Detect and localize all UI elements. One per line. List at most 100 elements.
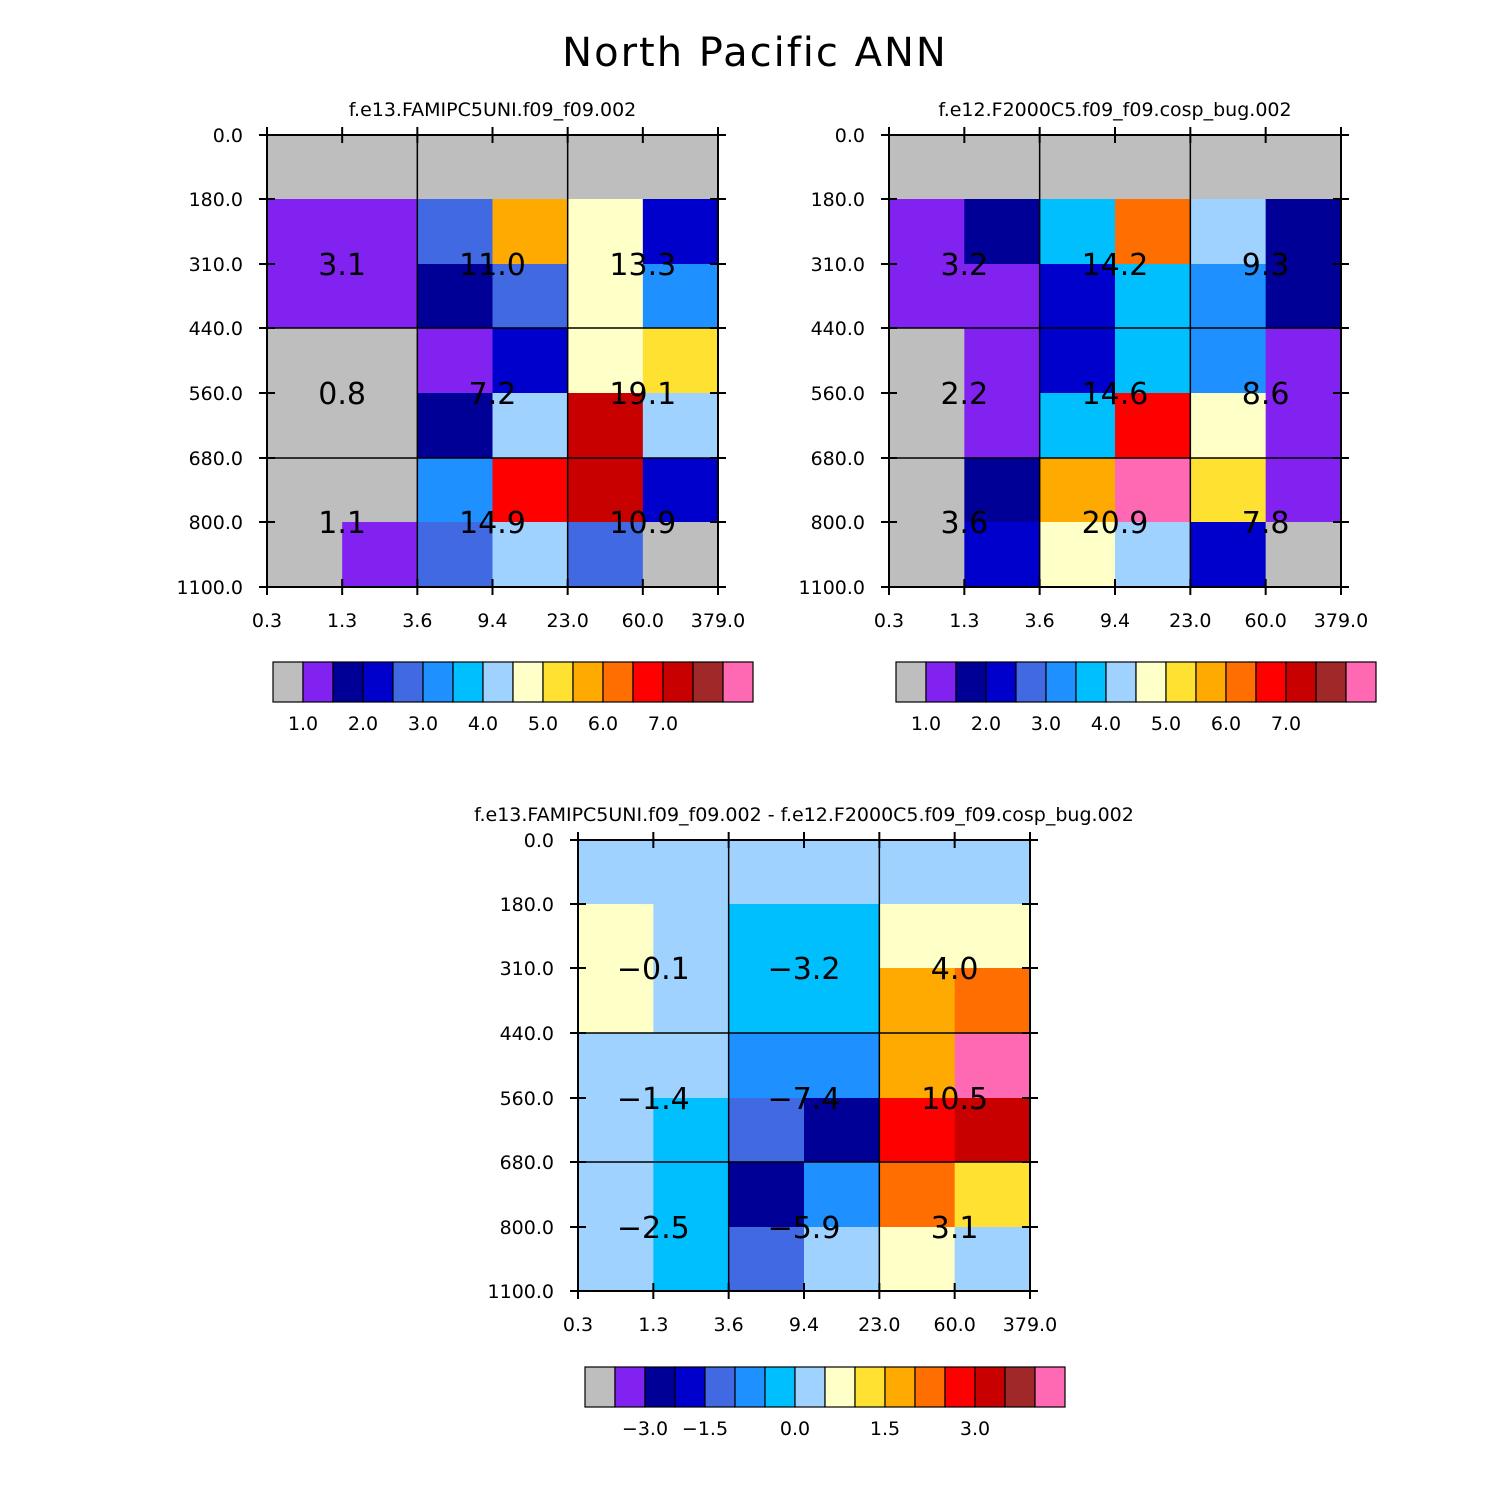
heatmap-cell bbox=[728, 904, 805, 969]
x-tick-label: 23.0 bbox=[1169, 610, 1211, 632]
data-label: 10.9 bbox=[609, 506, 676, 541]
colorbar-box bbox=[1315, 661, 1347, 703]
y-tick-label: 680.0 bbox=[500, 1152, 554, 1174]
x-tick-label: 0.3 bbox=[563, 1314, 593, 1336]
heatmap-cell bbox=[1265, 458, 1342, 523]
heatmap-cell bbox=[342, 393, 418, 459]
colorbar-box bbox=[602, 661, 634, 703]
colorbar-label: −3.0 bbox=[622, 1418, 668, 1440]
y-tick-label: 1100.0 bbox=[488, 1281, 554, 1303]
x-tick-label: 0.3 bbox=[252, 610, 282, 632]
colorbar-box bbox=[482, 661, 514, 703]
data-label: −3.2 bbox=[768, 952, 841, 987]
heatmap-cell bbox=[804, 1098, 880, 1163]
heatmap-cell bbox=[342, 522, 418, 588]
heatmap-cell bbox=[1115, 328, 1191, 394]
data-label: 7.8 bbox=[1242, 506, 1290, 541]
heatmap-cell bbox=[728, 840, 805, 905]
data-label: −0.1 bbox=[617, 952, 690, 987]
heatmap-cell bbox=[954, 840, 1031, 905]
heatmap-cell bbox=[728, 1033, 805, 1099]
x-tick-label: 60.0 bbox=[1245, 610, 1287, 632]
heatmap-cell bbox=[1115, 393, 1191, 459]
colorbar-box bbox=[614, 1366, 646, 1408]
heatmap-cell bbox=[492, 199, 569, 265]
heatmap-cell bbox=[889, 328, 965, 394]
y-tick-label: 1100.0 bbox=[799, 577, 865, 599]
panel-title: f.e13.FAMIPC5UNI.f09_f09.002 bbox=[349, 99, 637, 121]
heatmap-cell bbox=[567, 458, 644, 523]
heatmap-cell bbox=[879, 1098, 956, 1163]
heatmap-cell bbox=[879, 840, 956, 905]
heatmap-cell bbox=[492, 393, 569, 459]
colorbar-box bbox=[944, 1366, 976, 1408]
heatmap-cell bbox=[1039, 199, 1116, 265]
heatmap-cell bbox=[1039, 328, 1116, 394]
y-tick-label: 560.0 bbox=[189, 383, 243, 405]
colorbar-label: 7.0 bbox=[648, 713, 678, 735]
heatmap-cell bbox=[964, 328, 1041, 394]
heatmap-cell bbox=[964, 135, 1041, 200]
y-tick-label: 440.0 bbox=[189, 318, 243, 340]
heatmap-cell bbox=[954, 1033, 1031, 1099]
x-tick-label: 3.6 bbox=[714, 1314, 744, 1336]
y-tick-label: 560.0 bbox=[811, 383, 865, 405]
heatmap-cell bbox=[964, 522, 1041, 588]
main-title: North Pacific ANN bbox=[562, 30, 948, 76]
heatmap-cell bbox=[578, 1033, 654, 1099]
heatmap-cell bbox=[1115, 264, 1191, 329]
y-tick-label: 440.0 bbox=[811, 318, 865, 340]
colorbar-box bbox=[332, 661, 364, 703]
colorbar-label: 6.0 bbox=[1211, 713, 1241, 735]
colorbar-label: 1.0 bbox=[911, 713, 941, 735]
heatmap-cell bbox=[642, 264, 719, 329]
heatmap-cell bbox=[1190, 328, 1267, 394]
colorbar-box bbox=[272, 661, 304, 703]
heatmap-cell bbox=[653, 968, 730, 1034]
data-label: 3.6 bbox=[940, 506, 988, 541]
colorbar-box bbox=[914, 1366, 946, 1408]
x-tick-label: 1.3 bbox=[949, 610, 979, 632]
heatmap-cell bbox=[1190, 135, 1267, 200]
data-label: 11.0 bbox=[459, 248, 526, 283]
heatmap-cell bbox=[1039, 264, 1116, 329]
colorbar-box bbox=[542, 661, 574, 703]
data-label: 8.6 bbox=[1242, 377, 1290, 412]
heatmap-cell bbox=[1265, 522, 1342, 588]
heatmap-cell bbox=[1039, 522, 1116, 588]
heatmap-cell bbox=[728, 968, 805, 1034]
colorbar-box bbox=[1225, 661, 1257, 703]
data-label: 19.1 bbox=[609, 377, 676, 412]
heatmap-cell bbox=[417, 522, 494, 588]
heatmap-cell bbox=[342, 199, 418, 265]
data-label: 3.1 bbox=[318, 248, 366, 283]
y-tick-label: 560.0 bbox=[500, 1088, 554, 1110]
colorbar-box bbox=[722, 661, 754, 703]
colorbar-box bbox=[584, 1366, 616, 1408]
heatmap-cell bbox=[653, 904, 730, 969]
data-label: 1.1 bbox=[318, 506, 366, 541]
x-tick-label: 23.0 bbox=[547, 610, 589, 632]
colorbar-box bbox=[1004, 1366, 1036, 1408]
heatmap-cell bbox=[889, 522, 965, 588]
colorbar-box bbox=[1285, 661, 1317, 703]
colorbar-box bbox=[512, 661, 544, 703]
y-tick-label: 310.0 bbox=[811, 254, 865, 276]
heatmap-cell bbox=[267, 328, 343, 394]
colorbar-box bbox=[1045, 661, 1077, 703]
heatmap-cell bbox=[578, 840, 654, 905]
heatmap-cell bbox=[1115, 458, 1191, 523]
heatmap-cell bbox=[492, 522, 569, 588]
heatmap-cell bbox=[1190, 199, 1267, 265]
colorbar-label: 1.0 bbox=[288, 713, 318, 735]
heatmap-cell bbox=[642, 522, 719, 588]
x-tick-label: 60.0 bbox=[622, 610, 664, 632]
heatmap-cell bbox=[417, 393, 494, 459]
data-label: 2.2 bbox=[940, 377, 988, 412]
heatmap-cell bbox=[578, 1162, 654, 1228]
colorbar-box bbox=[1034, 1366, 1066, 1408]
heatmap-cell bbox=[267, 199, 343, 265]
colorbar-box bbox=[392, 661, 424, 703]
heatmap-cell bbox=[567, 328, 644, 394]
